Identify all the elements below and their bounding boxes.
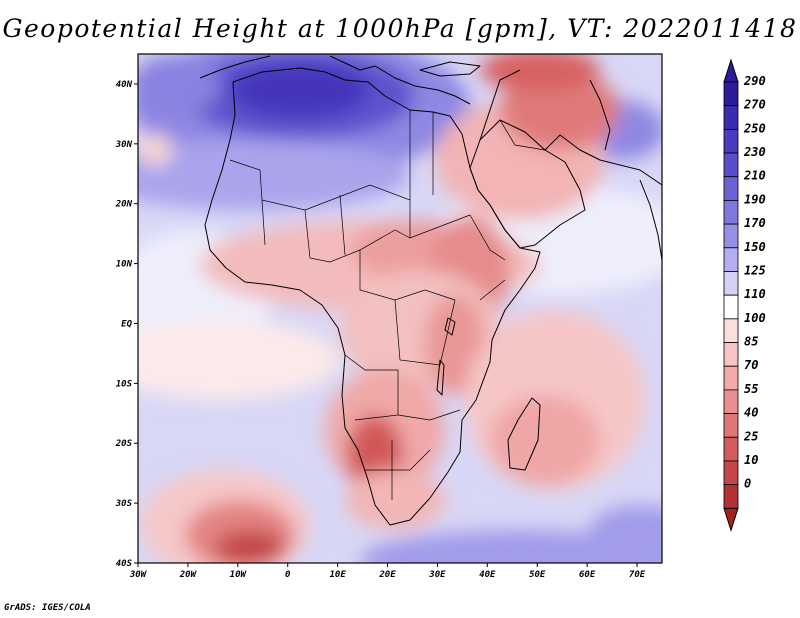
colorbar-label: 125 bbox=[744, 263, 766, 277]
lon-tick-label: 10E bbox=[329, 570, 346, 580]
colorbar-swatch bbox=[723, 223, 739, 249]
colorbar-label: 10 bbox=[744, 453, 758, 467]
lon-tick-label: 40E bbox=[479, 570, 496, 580]
credit-text: GrADS: IGES/COLA bbox=[4, 603, 91, 613]
lon-tick-label: 50E bbox=[529, 570, 546, 580]
colorbar-swatch bbox=[723, 105, 739, 130]
lat-tick-label: 20S bbox=[115, 439, 133, 449]
colorbar-swatch bbox=[723, 200, 739, 225]
colorbar-label: 210 bbox=[743, 169, 766, 183]
colorbar-swatch bbox=[723, 484, 739, 509]
lat-tick-label: 40S bbox=[116, 559, 133, 569]
lat-tick-label: 10N bbox=[116, 260, 133, 270]
colorbar-label: 100 bbox=[744, 311, 766, 325]
colorbar-label: 190 bbox=[744, 192, 766, 206]
lat-tick-label: 40N bbox=[116, 80, 133, 90]
colorbar-label: 25 bbox=[743, 429, 758, 443]
colorbar-label: 270 bbox=[743, 98, 766, 112]
colorbar-swatch bbox=[723, 81, 739, 107]
map-title: Geopotential Height at 1000hPa [gpm], VT… bbox=[2, 14, 798, 43]
colorbar-swatch bbox=[723, 365, 739, 391]
lat-tick-label: 30S bbox=[115, 499, 133, 509]
lon-tick-label: 10W bbox=[230, 570, 248, 580]
latitude-axis: 40N 30N 20N 10N EQ 10S 20S 30S 40S bbox=[115, 80, 138, 569]
colorbar-label: 110 bbox=[744, 287, 766, 301]
colorbar-top-arrow bbox=[723, 58, 739, 83]
colorbar-swatch bbox=[723, 247, 739, 272]
colorbar-swatch bbox=[723, 271, 739, 296]
longitude-axis: 30W 20W 10W 0 10E 20E 30E 40E 50E 60E 70E bbox=[129, 563, 646, 580]
colorbar-bottom-arrow bbox=[723, 507, 739, 532]
plot-frame bbox=[137, 53, 663, 564]
colorbar-label: 55 bbox=[744, 382, 758, 396]
colorbar-label: 290 bbox=[743, 74, 766, 88]
lat-tick-label: 30N bbox=[115, 140, 133, 150]
colorbar-swatch bbox=[723, 176, 739, 201]
coastlines bbox=[199, 55, 662, 526]
colorbar-swatch bbox=[723, 294, 739, 320]
lon-tick-label: 20W bbox=[179, 570, 198, 580]
colorbar-label: 150 bbox=[744, 240, 766, 254]
lat-tick-label: EQ bbox=[121, 319, 132, 329]
colorbar-swatch bbox=[723, 436, 739, 462]
colorbar-swatch bbox=[723, 318, 739, 343]
colorbar-label: 230 bbox=[743, 145, 766, 159]
colorbar: 2902702502302101901701501251101008570554… bbox=[723, 58, 766, 532]
colorbar-swatch bbox=[723, 342, 739, 367]
colorbar-label: 40 bbox=[744, 406, 758, 420]
lon-tick-label: 30E bbox=[428, 570, 446, 580]
lon-tick-label: 60E bbox=[579, 570, 596, 580]
colorbar-swatch bbox=[723, 460, 739, 486]
lat-tick-label: 10S bbox=[116, 379, 133, 389]
colorbar-label: 70 bbox=[744, 358, 758, 372]
lon-tick-label: 70E bbox=[629, 570, 646, 580]
colorbar-label: 0 bbox=[744, 477, 751, 491]
colorbar-swatch bbox=[723, 389, 739, 414]
colorbar-label: 85 bbox=[744, 335, 758, 349]
lat-tick-label: 20N bbox=[115, 200, 133, 210]
lon-tick-label: 30W bbox=[129, 570, 148, 580]
lon-tick-label: 20E bbox=[378, 570, 396, 580]
colorbar-label: 170 bbox=[744, 216, 766, 230]
colorbar-swatch bbox=[723, 413, 739, 438]
colorbar-swatch bbox=[723, 128, 739, 154]
colorbar-label: 250 bbox=[743, 121, 766, 135]
colorbar-swatch bbox=[723, 152, 739, 178]
lon-tick-label: 0 bbox=[285, 570, 291, 580]
shaded-field bbox=[138, 54, 662, 563]
country-borders bbox=[229, 110, 546, 500]
